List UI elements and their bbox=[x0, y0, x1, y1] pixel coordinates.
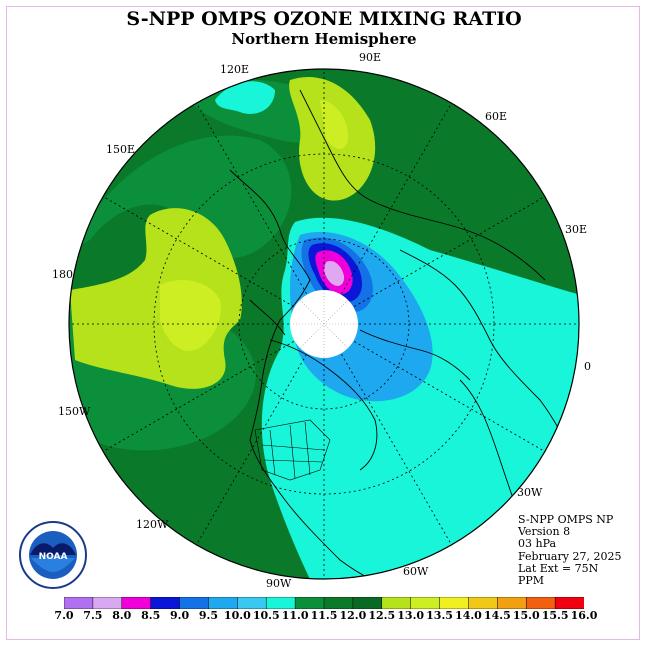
lon-label-150w: 150W bbox=[58, 405, 91, 418]
colorbar-swatch bbox=[525, 597, 556, 609]
field-mid-green-1 bbox=[70, 135, 292, 259]
colorbar-tick-label: 14.5 bbox=[483, 609, 511, 622]
colorbar-swatch bbox=[352, 597, 383, 609]
colorbar-swatch bbox=[121, 597, 152, 609]
colorbar-labels: 7.0 7.5 8.0 8.5 9.0 9.5 10.0 10.5 11.0 11.5 12.0 12… bbox=[0, 609, 648, 623]
colorbar-tick-label: 10.5 bbox=[252, 609, 280, 622]
lon-label-0: 0 bbox=[584, 360, 591, 373]
info-version: Version 8 bbox=[518, 525, 571, 539]
colorbar-tick-label: 12.5 bbox=[368, 609, 396, 622]
ozone-field bbox=[69, 69, 579, 579]
us-borders bbox=[254, 419, 331, 481]
colorbar-swatch bbox=[179, 597, 210, 609]
colorbar-swatch bbox=[554, 597, 584, 609]
lon-label-30e: 30E bbox=[565, 223, 588, 236]
colorbar-swatch bbox=[439, 597, 470, 609]
colorbar-tick-label: 11.5 bbox=[310, 609, 338, 622]
colorbar-swatch bbox=[381, 597, 412, 609]
colorbar-tick-label: 16.0 bbox=[570, 609, 598, 622]
colorbar-swatch bbox=[92, 597, 123, 609]
colorbar-tick-label: 15.0 bbox=[512, 609, 540, 622]
field-pink-core bbox=[324, 260, 345, 286]
map-frame bbox=[6, 6, 640, 640]
field-yellow-light-top bbox=[320, 100, 349, 150]
lon-label-150e: 150E bbox=[106, 143, 136, 156]
info-date: February 27, 2025 bbox=[518, 549, 622, 563]
lon-label-180: 180 bbox=[52, 268, 73, 281]
lon-label-120e: 120E bbox=[220, 63, 250, 76]
info-panel: S-NPP OMPS NP Version 8 03 hPa February … bbox=[518, 513, 622, 588]
map-boundary bbox=[68, 68, 580, 580]
field-yellow-light bbox=[160, 280, 221, 351]
map-subtitle: Northern Hemisphere bbox=[231, 30, 417, 48]
lon-label-60w: 60W bbox=[403, 565, 429, 578]
colorbar-tick-label: 7.5 bbox=[83, 609, 103, 622]
colorbar-swatch bbox=[265, 597, 296, 609]
colorbar-swatch bbox=[410, 597, 441, 609]
info-instrument: S-NPP OMPS NP bbox=[518, 513, 614, 526]
lon-label-90e: 90E bbox=[359, 51, 382, 64]
map-title: S-NPP OMPS OZONE MIXING RATIO bbox=[126, 8, 522, 30]
info-level: 03 hPa bbox=[518, 537, 557, 551]
colorbar-tick-label: 9.5 bbox=[198, 609, 219, 622]
info-units: PPM bbox=[518, 574, 545, 588]
colorbar-tick-label: 15.5 bbox=[541, 609, 569, 622]
colorbar-tick-label: 8.0 bbox=[112, 609, 132, 622]
colorbar-tick-label: 11.0 bbox=[281, 609, 309, 622]
colorbar-tick-label: 10.0 bbox=[223, 609, 251, 622]
colorbar bbox=[64, 597, 584, 609]
colorbar-swatch bbox=[64, 597, 94, 609]
colorbar-swatch bbox=[208, 597, 239, 609]
coastlines bbox=[229, 89, 576, 579]
lon-label-60e: 60E bbox=[485, 110, 508, 123]
colorbar-tick-label: 12.0 bbox=[339, 609, 367, 622]
colorbar-tick-label: 14.0 bbox=[455, 609, 482, 622]
colorbar-tick-label: 13.5 bbox=[426, 609, 453, 622]
pole-cap-grid bbox=[290, 290, 358, 358]
colorbar-swatch bbox=[294, 597, 325, 609]
colorbar-tick-label: 13.0 bbox=[397, 609, 425, 622]
info-lat-ext: Lat Ext = 75N bbox=[518, 561, 599, 575]
lon-label-30w: 30W bbox=[517, 486, 543, 499]
field-cyan-top bbox=[215, 81, 275, 114]
logo-text: NOAA bbox=[39, 552, 68, 562]
colorbar-swatch bbox=[237, 597, 267, 609]
colorbar-swatch bbox=[468, 597, 499, 609]
lon-label-90w: 90W bbox=[266, 577, 292, 590]
colorbar-swatch bbox=[497, 597, 527, 609]
colorbar-tick-label: 7.0 bbox=[54, 609, 74, 622]
colorbar-swatch bbox=[323, 597, 354, 609]
lon-label-120w: 120W bbox=[136, 518, 169, 531]
colorbar-swatch bbox=[150, 597, 181, 609]
colorbar-tick-label: 9.0 bbox=[169, 609, 190, 622]
graticule bbox=[69, 69, 579, 579]
noaa-logo-icon: NOAA bbox=[19, 521, 87, 589]
colorbar-tick-label: 8.5 bbox=[141, 609, 161, 622]
